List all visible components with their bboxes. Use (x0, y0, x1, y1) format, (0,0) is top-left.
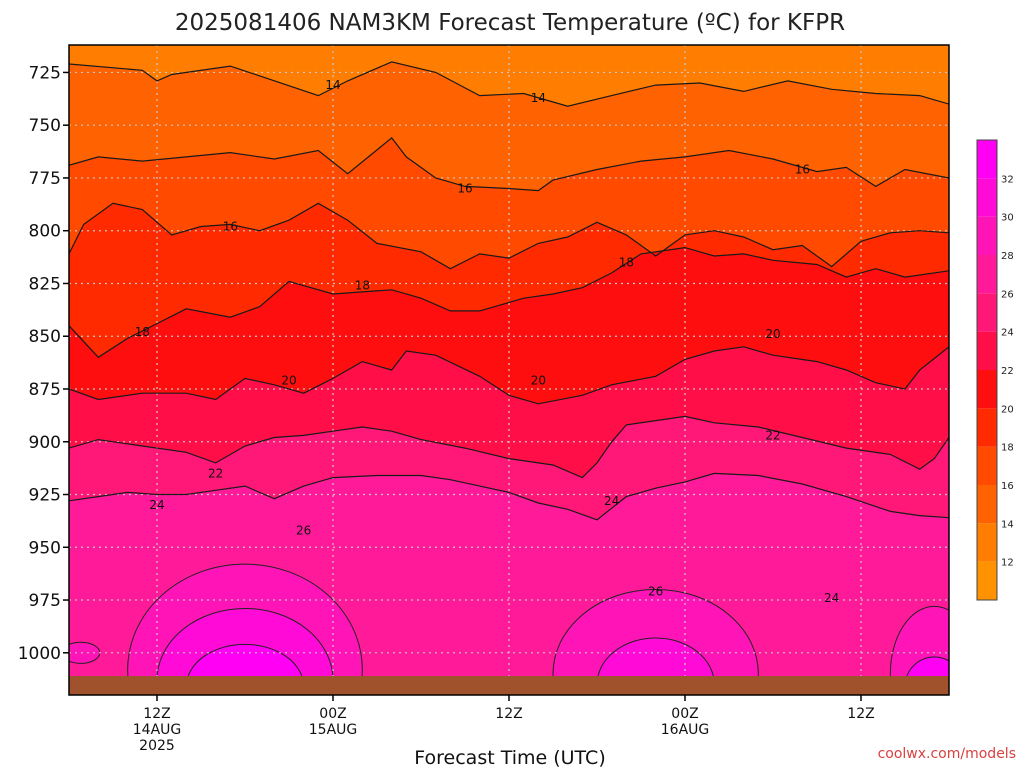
isotherm-14 (69, 61, 949, 107)
xtick-label-3-1: 00Z (671, 706, 698, 722)
colorbar-swatch-26 (977, 255, 997, 294)
xtick-label-4-1: 12Z (847, 706, 874, 722)
ytick-label-825: 825 (29, 274, 61, 294)
xtick-label-2-1: 12Z (495, 706, 522, 722)
isotherm-18 (69, 202, 949, 270)
isotherm-label-13: 24 (149, 498, 164, 512)
ytick-label-725: 725 (29, 63, 61, 83)
colorbar-swatch-24 (977, 293, 997, 332)
colorbar-swatch-22 (977, 331, 997, 370)
isotherm-16 (69, 137, 949, 192)
xtick-label-0-2: 14AUG (133, 722, 182, 738)
isotherm-lines (69, 61, 949, 521)
colorbar-swatch-14 (977, 485, 997, 524)
colorbar-tick-28: 28 (1001, 251, 1014, 262)
xtick-label-3-2: 16AUG (661, 722, 710, 738)
isotherm-22 (69, 346, 949, 405)
xtick-label-1-1: 00Z (319, 706, 346, 722)
colorbar-swatch-28 (977, 216, 997, 255)
credit-text: coolwx.com/models (878, 746, 1016, 762)
ytick-label-1000: 1000 (18, 644, 61, 664)
colorbar-tick-18: 18 (1001, 443, 1014, 454)
ytick-label-750: 750 (29, 116, 61, 136)
isotherm-label-5: 18 (355, 279, 370, 293)
isotherm-label-14: 24 (604, 494, 619, 508)
isotherm-label-8: 20 (281, 374, 296, 388)
colorbar-tick-16: 16 (1001, 481, 1014, 492)
x-axis-label: Forecast Time (UTC) (414, 747, 605, 768)
colorbar-tick-26: 26 (1001, 289, 1014, 300)
isotherm-label-11: 22 (208, 466, 223, 480)
isotherm-label-17: 24 (824, 591, 839, 605)
isotherm-24 (69, 415, 949, 479)
ground-surface (69, 676, 949, 695)
isotherm-labels: 14 14 16 16 16 18 18 18 20 20 20 22 22 24 24 26 26 24 (135, 78, 840, 605)
isotherm-label-10: 20 (765, 327, 780, 341)
isotherm-label-6: 18 (619, 255, 634, 269)
xtick-label-0-3: 2025 (139, 738, 175, 754)
isotherm-label-7: 18 (135, 325, 150, 339)
colorbar-swatch-10 (977, 561, 997, 600)
colorbar-tick-24: 24 (1001, 328, 1014, 339)
colorbar-swatch-18 (977, 408, 997, 447)
isotherm-20 (69, 246, 949, 359)
isotherm-label-4: 16 (223, 219, 238, 233)
isotherm-label-1: 14 (531, 91, 546, 105)
ytick-label-925: 925 (29, 486, 61, 506)
ytick-label-775: 775 (29, 169, 61, 189)
xtick-label-1-2: 15AUG (309, 722, 358, 738)
colorbar-swatch-20 (977, 370, 997, 409)
ytick-label-975: 975 (29, 591, 61, 611)
colorbar-swatch-12 (977, 523, 997, 562)
grid-lines (69, 45, 949, 695)
chart-title: 2025081406 NAM3KM Forecast Temperature (… (175, 10, 845, 36)
colorbar-swatch-16 (977, 446, 997, 485)
plot-area: 14 14 16 16 16 18 18 18 20 20 20 22 22 24 24 26 26 24 (69, 45, 949, 695)
isotherm-label-3: 16 (795, 163, 810, 177)
colorbar-swatch-30 (977, 178, 997, 217)
ytick-label-875: 875 (29, 380, 61, 400)
colorbar-swatch-32 (977, 140, 997, 179)
isotherm-label-12: 22 (765, 428, 780, 442)
ytick-label-900: 900 (29, 433, 61, 453)
colorbar: 12 14 16 18 20 22 24 26 28 30 32 (976, 139, 1014, 601)
ytick-label-800: 800 (29, 222, 61, 242)
colorbar-tick-32: 32 (1001, 174, 1014, 185)
colorbar-tick-20: 20 (1001, 404, 1014, 415)
isotherm-label-15: 26 (296, 523, 311, 537)
colorbar-tick-22: 22 (1001, 366, 1014, 377)
ytick-label-850: 850 (29, 327, 61, 347)
y-axis: 725 750 775 800 825 850 875 900 925 950 975 1000 (18, 63, 69, 664)
isotherm-label-0: 14 (325, 78, 340, 92)
ytick-label-950: 950 (29, 538, 61, 558)
colorbar-tick-14: 14 (1001, 519, 1014, 530)
colorbar-tick-12: 12 (1001, 558, 1014, 569)
isotherm-label-16: 26 (648, 585, 663, 599)
isotherm-label-9: 20 (531, 374, 546, 388)
colorbar-frame (976, 139, 998, 601)
isotherm-label-2: 16 (457, 182, 472, 196)
xtick-label-0-1: 12Z (143, 706, 170, 722)
isotherm-26 (69, 472, 949, 521)
colorbar-tick-30: 30 (1001, 213, 1014, 224)
